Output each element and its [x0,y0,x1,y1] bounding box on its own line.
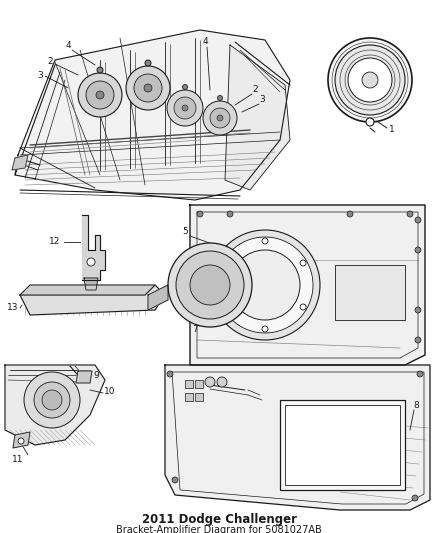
Circle shape [415,307,421,313]
Bar [185,380,193,388]
Text: 3: 3 [37,70,43,79]
Polygon shape [225,45,290,190]
Circle shape [217,377,227,387]
Circle shape [362,72,378,88]
Text: 7: 7 [192,326,198,335]
Text: 1: 1 [389,125,395,134]
Circle shape [176,251,244,319]
Polygon shape [20,285,155,295]
Circle shape [218,95,223,101]
Circle shape [407,211,413,217]
Circle shape [415,337,421,343]
Circle shape [415,217,421,223]
Circle shape [197,211,203,217]
Text: 6: 6 [175,280,181,289]
Text: 9: 9 [93,370,99,379]
Text: 3: 3 [259,95,265,104]
Circle shape [217,115,223,121]
Text: 2: 2 [47,58,53,67]
Circle shape [217,237,313,333]
Circle shape [174,97,196,119]
Circle shape [182,105,188,111]
Circle shape [227,211,233,217]
Polygon shape [15,30,290,200]
Polygon shape [165,365,430,510]
Circle shape [183,85,187,90]
Circle shape [97,67,103,73]
Circle shape [262,326,268,332]
Text: 13: 13 [7,303,18,312]
Circle shape [366,118,374,126]
Circle shape [415,247,421,253]
Bar [195,393,203,401]
Circle shape [190,265,230,305]
Circle shape [205,377,215,387]
Circle shape [262,238,268,244]
Text: 34: 34 [356,282,364,287]
Circle shape [210,230,320,340]
Bar [280,400,405,490]
Circle shape [348,58,392,102]
Circle shape [96,91,104,99]
Text: 10: 10 [104,387,116,397]
Text: 2011 Dodge Challenger: 2011 Dodge Challenger [141,513,297,527]
Bar [335,265,405,320]
Bar [285,405,400,485]
Circle shape [210,108,230,128]
Polygon shape [84,278,98,290]
Circle shape [145,60,151,66]
Circle shape [417,371,423,377]
Circle shape [144,84,152,92]
Text: 4: 4 [65,41,71,50]
Polygon shape [12,155,28,170]
Circle shape [300,260,306,266]
Circle shape [24,372,80,428]
Circle shape [203,101,237,135]
Text: 2: 2 [252,85,258,94]
Circle shape [86,81,114,109]
Circle shape [300,304,306,310]
Text: 4: 4 [202,37,208,46]
Text: 11: 11 [12,456,24,464]
Text: 8: 8 [413,400,419,409]
Circle shape [34,382,70,418]
Circle shape [224,260,230,266]
Circle shape [328,38,412,122]
Circle shape [42,390,62,410]
Circle shape [87,258,95,266]
Circle shape [347,211,353,217]
Circle shape [335,45,405,115]
Polygon shape [82,215,105,280]
Polygon shape [13,432,30,448]
Polygon shape [76,371,92,383]
Bar [185,393,193,401]
Polygon shape [148,285,168,310]
Text: 5: 5 [182,228,188,237]
Circle shape [412,495,418,501]
Polygon shape [190,205,425,365]
Polygon shape [20,285,165,315]
Circle shape [78,73,122,117]
Circle shape [168,243,252,327]
Bar [195,380,203,388]
Circle shape [167,90,203,126]
Circle shape [126,66,170,110]
Circle shape [224,304,230,310]
Polygon shape [5,365,105,445]
Text: 12: 12 [49,238,61,246]
Circle shape [18,438,24,444]
Text: Bracket-Amplifier Diagram for 5081027AB: Bracket-Amplifier Diagram for 5081027AB [116,525,322,533]
Circle shape [134,74,162,102]
Circle shape [172,477,178,483]
Circle shape [167,371,173,377]
Circle shape [230,250,300,320]
